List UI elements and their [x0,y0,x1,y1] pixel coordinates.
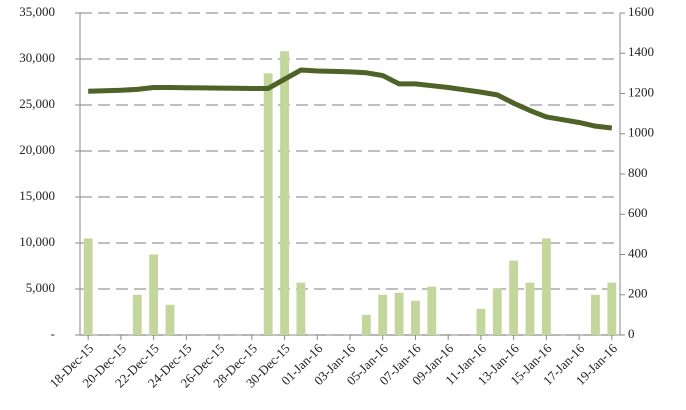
bar [378,294,388,335]
bar [476,308,486,335]
y2-tick-label: 600 [628,205,648,220]
bar [165,304,175,335]
bar [541,238,551,335]
y-tick-label: 35,000 [19,4,55,19]
bar [296,282,306,335]
bar [591,294,600,335]
y2-tick-label: 1000 [628,125,654,140]
y-tick-label: 30,000 [19,50,55,65]
y2-tick-label: 0 [628,326,635,341]
bar [509,260,519,335]
bar [525,282,535,335]
bar [132,294,142,335]
bar [427,286,437,335]
bar [83,238,93,335]
y2-tick-label: 1400 [628,44,654,59]
y2-tick-label: 1600 [628,4,654,19]
y-tick-label: - [51,326,55,341]
y-tick-label: 5,000 [26,280,55,295]
y-tick-label: 15,000 [19,188,55,203]
line [88,67,613,131]
y-tick-label: 10,000 [19,234,55,249]
y2-tick-label: 200 [628,286,648,301]
y2-tick-label: 1200 [628,84,654,99]
y-tick-label: 20,000 [19,142,55,157]
bar [263,73,273,335]
bar [607,282,617,335]
y2-tick-label: 800 [628,165,648,180]
bar [361,314,371,335]
bar [280,51,289,336]
bar [394,292,404,335]
bar [492,288,502,335]
y-tick-label: 25,000 [19,96,55,111]
bar [411,300,420,335]
y2-tick-label: 400 [628,245,648,260]
bar [149,254,159,335]
